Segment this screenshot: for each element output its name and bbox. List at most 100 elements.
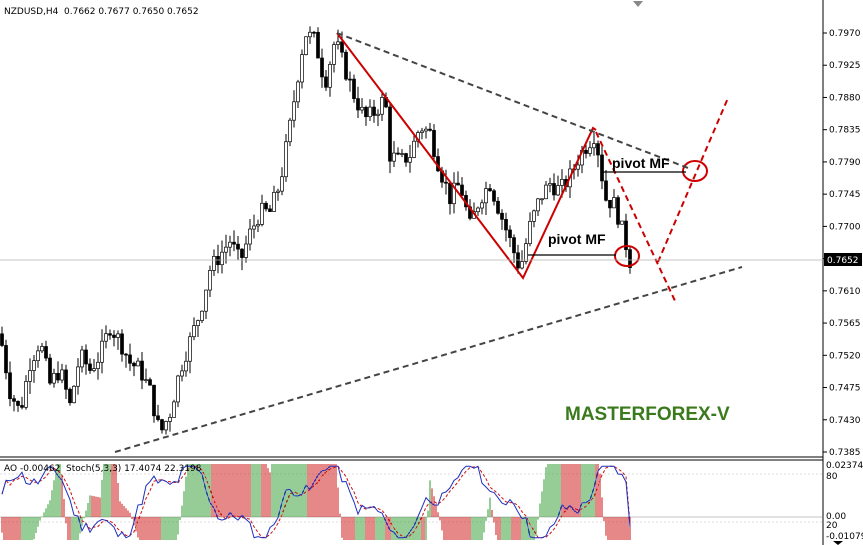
osc-panel-marker-icon: [833, 541, 843, 545]
candle-body: [328, 64, 332, 88]
candle-body: [548, 183, 552, 186]
candle-body: [12, 398, 16, 402]
pivot-upper-label: pivot MF: [612, 155, 670, 171]
candle-body: [628, 249, 632, 268]
candle-body: [292, 101, 296, 121]
projection-down-line: [595, 131, 677, 304]
candle-body: [360, 106, 364, 111]
candle-body: [40, 346, 44, 352]
candle-body: [560, 179, 564, 186]
candle-body: [588, 147, 592, 154]
candle-body: [288, 119, 292, 143]
price-tick-label: 0.7475: [829, 384, 861, 394]
pattern-lines: [336, 32, 729, 304]
candle-body: [32, 360, 36, 371]
candle-body: [312, 31, 316, 34]
candle-body: [556, 185, 560, 196]
candle-body: [516, 252, 520, 269]
candle-body: [344, 51, 348, 80]
candle-body: [492, 190, 496, 202]
candle-body: [376, 113, 380, 116]
candle-body: [244, 243, 248, 258]
candle-body: [52, 372, 56, 384]
candle-body: [584, 149, 588, 154]
candle-body: [136, 360, 140, 367]
candle-body: [108, 333, 112, 336]
candle-body: [116, 333, 120, 338]
candle-body: [452, 182, 456, 205]
candle-body: [172, 401, 176, 418]
candle-body: [392, 152, 396, 162]
candle-body: [508, 229, 512, 238]
candle-body: [324, 76, 328, 88]
chart-shift-marker-icon[interactable]: [633, 1, 643, 7]
candle-body: [188, 336, 192, 362]
candle-body: [96, 361, 100, 369]
candle-body: [36, 350, 40, 362]
pivot-lower-circle: [614, 245, 640, 267]
ohlc-readout: 0.7662 0.7677 0.7650 0.7652: [64, 7, 199, 17]
pivot-annotations: pivot MF pivot MF: [528, 155, 686, 256]
candle-body: [404, 153, 408, 163]
price-tick-label: 0.7385: [829, 448, 861, 458]
price-tick-label: 0.7790: [829, 158, 861, 168]
candle-body: [256, 224, 260, 227]
candle-body: [232, 241, 236, 245]
candle-body: [396, 152, 400, 155]
price-axis[interactable]: 0.7970 0.7925 0.7880 0.7835 0.7790 0.7745 0.77…: [823, 29, 861, 458]
candle-body: [176, 375, 180, 403]
zigzag-pattern-line: [336, 32, 597, 280]
candle-body: [276, 190, 280, 193]
candle-body: [604, 180, 608, 201]
candle-body: [44, 346, 48, 359]
candle-body: [128, 354, 132, 364]
candle-body: [592, 143, 596, 149]
candle-body: [308, 31, 312, 38]
candle-body: [248, 228, 252, 245]
candle-body: [208, 270, 212, 291]
candle-body: [140, 360, 144, 381]
candle-body: [476, 207, 480, 213]
candle-body: [164, 421, 168, 431]
candle-body: [68, 388, 72, 404]
candle-body: [224, 246, 228, 253]
candle-body: [280, 176, 284, 192]
candle-body: [88, 363, 92, 371]
candle-body: [212, 256, 216, 271]
candle-body: [104, 333, 108, 342]
price-panel[interactable]: [0, 0, 823, 455]
candle-body: [608, 199, 612, 209]
candle-body: [352, 78, 356, 99]
candle-body: [348, 78, 352, 81]
watermark-text: MASTERFOREX-V: [565, 404, 730, 425]
candle-body: [408, 157, 412, 163]
candle-body: [332, 44, 336, 65]
candle-body: [204, 289, 208, 312]
stoch-main-line: [1, 465, 631, 539]
candle-body: [496, 200, 500, 214]
support-trendline: [114, 266, 743, 453]
candle-body: [432, 130, 436, 157]
candle-body: [152, 384, 156, 417]
candle-body: [132, 362, 136, 367]
price-tick-label: 0.7970: [829, 29, 861, 39]
ao-histogram: [1, 464, 631, 540]
candle-body: [64, 369, 68, 390]
candle-body: [0, 333, 4, 346]
candle-body: [484, 188, 488, 204]
candle-body: [520, 261, 524, 269]
candle-body: [264, 202, 268, 210]
candle-body: [124, 353, 128, 356]
stoch-tick-80: 80: [826, 472, 838, 482]
candle-body: [612, 197, 616, 209]
candle-body: [236, 243, 240, 250]
candle-body: [268, 208, 272, 212]
pivot-upper-circle: [682, 160, 708, 182]
candle-body: [72, 385, 76, 404]
trend-lines: [114, 32, 743, 453]
candle-body: [272, 192, 276, 212]
candle-body: [148, 379, 152, 386]
candle-body: [168, 417, 172, 422]
oscillator-panel[interactable]: AO -0.00462 Stoch(5,3,3) 17.4074 22.3198…: [0, 461, 863, 542]
